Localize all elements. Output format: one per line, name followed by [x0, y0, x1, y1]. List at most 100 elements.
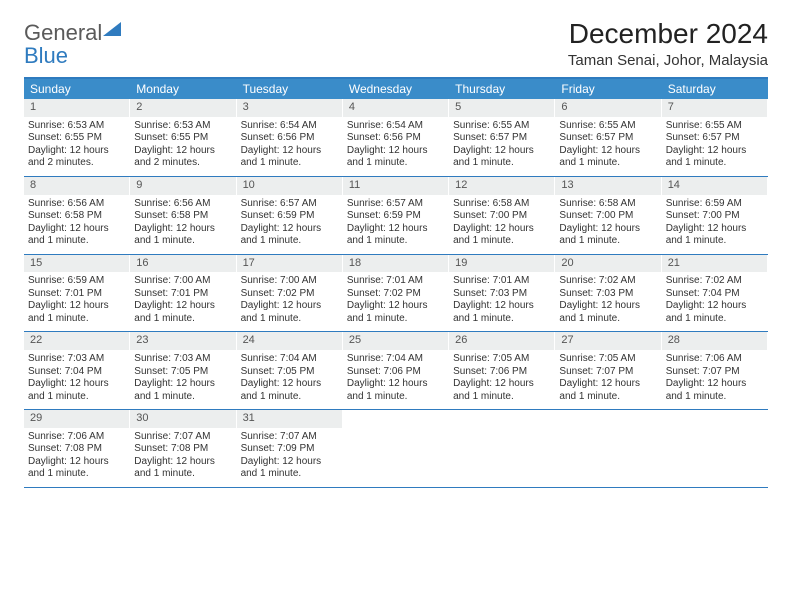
- sunrise-text: Sunrise: 6:54 AM: [241, 120, 338, 133]
- day-cell: 20Sunrise: 7:02 AMSunset: 7:03 PMDayligh…: [555, 255, 661, 332]
- logo-text-2: Blue: [24, 43, 68, 68]
- logo: General Blue: [24, 22, 121, 68]
- daylight-text: Daylight: 12 hours and 1 minute.: [241, 456, 338, 481]
- weekday-header: Sunday: [24, 79, 130, 99]
- sunset-text: Sunset: 7:04 PM: [666, 288, 763, 301]
- sunset-text: Sunset: 6:57 PM: [559, 132, 656, 145]
- daylight-text: Daylight: 12 hours and 2 minutes.: [28, 145, 125, 170]
- day-body: Sunrise: 6:56 AMSunset: 6:58 PMDaylight:…: [130, 195, 235, 254]
- daylight-text: Daylight: 12 hours and 1 minute.: [666, 223, 763, 248]
- day-number: 27: [555, 332, 660, 350]
- daylight-text: Daylight: 12 hours and 1 minute.: [241, 378, 338, 403]
- header: General Blue December 2024 Taman Senai, …: [24, 18, 768, 69]
- sunrise-text: Sunrise: 7:02 AM: [559, 275, 656, 288]
- day-cell: 28Sunrise: 7:06 AMSunset: 7:07 PMDayligh…: [662, 332, 768, 409]
- daylight-text: Daylight: 12 hours and 1 minute.: [241, 223, 338, 248]
- day-number: 22: [24, 332, 129, 350]
- daylight-text: Daylight: 12 hours and 1 minute.: [28, 300, 125, 325]
- daylight-text: Daylight: 12 hours and 1 minute.: [453, 145, 550, 170]
- sunset-text: Sunset: 6:56 PM: [241, 132, 338, 145]
- logo-text-1: General: [24, 20, 102, 45]
- month-title: December 2024: [568, 18, 768, 50]
- day-cell: 31Sunrise: 7:07 AMSunset: 7:09 PMDayligh…: [237, 410, 343, 487]
- day-number: 4: [343, 99, 448, 117]
- day-cell: 10Sunrise: 6:57 AMSunset: 6:59 PMDayligh…: [237, 177, 343, 254]
- day-cell: [555, 410, 661, 487]
- title-block: December 2024 Taman Senai, Johor, Malays…: [568, 18, 768, 69]
- day-cell: [662, 410, 768, 487]
- daylight-text: Daylight: 12 hours and 1 minute.: [134, 378, 231, 403]
- sunrise-text: Sunrise: 7:05 AM: [559, 353, 656, 366]
- daylight-text: Daylight: 12 hours and 1 minute.: [347, 300, 444, 325]
- sunrise-text: Sunrise: 6:53 AM: [28, 120, 125, 133]
- daylight-text: Daylight: 12 hours and 1 minute.: [559, 145, 656, 170]
- week-row: 1Sunrise: 6:53 AMSunset: 6:55 PMDaylight…: [24, 99, 768, 177]
- sunset-text: Sunset: 7:09 PM: [241, 443, 338, 456]
- day-body: Sunrise: 6:53 AMSunset: 6:55 PMDaylight:…: [24, 117, 129, 176]
- day-cell: 12Sunrise: 6:58 AMSunset: 7:00 PMDayligh…: [449, 177, 555, 254]
- sunset-text: Sunset: 7:03 PM: [559, 288, 656, 301]
- day-body: Sunrise: 6:54 AMSunset: 6:56 PMDaylight:…: [237, 117, 342, 176]
- day-number: 14: [662, 177, 767, 195]
- day-number: 6: [555, 99, 660, 117]
- day-cell: 23Sunrise: 7:03 AMSunset: 7:05 PMDayligh…: [130, 332, 236, 409]
- day-cell: 29Sunrise: 7:06 AMSunset: 7:08 PMDayligh…: [24, 410, 130, 487]
- sunrise-text: Sunrise: 6:56 AM: [28, 198, 125, 211]
- day-cell: 24Sunrise: 7:04 AMSunset: 7:05 PMDayligh…: [237, 332, 343, 409]
- sunset-text: Sunset: 7:07 PM: [559, 366, 656, 379]
- day-body: Sunrise: 6:53 AMSunset: 6:55 PMDaylight:…: [130, 117, 235, 176]
- day-cell: 11Sunrise: 6:57 AMSunset: 6:59 PMDayligh…: [343, 177, 449, 254]
- sunset-text: Sunset: 7:01 PM: [134, 288, 231, 301]
- daylight-text: Daylight: 12 hours and 2 minutes.: [134, 145, 231, 170]
- day-body: Sunrise: 6:54 AMSunset: 6:56 PMDaylight:…: [343, 117, 448, 176]
- sunrise-text: Sunrise: 7:04 AM: [347, 353, 444, 366]
- day-cell: 8Sunrise: 6:56 AMSunset: 6:58 PMDaylight…: [24, 177, 130, 254]
- day-number: 21: [662, 255, 767, 273]
- day-body: Sunrise: 7:05 AMSunset: 7:07 PMDaylight:…: [555, 350, 660, 409]
- daylight-text: Daylight: 12 hours and 1 minute.: [28, 223, 125, 248]
- sunset-text: Sunset: 7:01 PM: [28, 288, 125, 301]
- calendar-page: General Blue December 2024 Taman Senai, …: [0, 0, 792, 506]
- day-cell: 15Sunrise: 6:59 AMSunset: 7:01 PMDayligh…: [24, 255, 130, 332]
- sunrise-text: Sunrise: 7:06 AM: [28, 431, 125, 444]
- day-number: 26: [449, 332, 554, 350]
- sunset-text: Sunset: 6:56 PM: [347, 132, 444, 145]
- weekday-header: Saturday: [662, 79, 768, 99]
- week-row: 15Sunrise: 6:59 AMSunset: 7:01 PMDayligh…: [24, 255, 768, 333]
- sunrise-text: Sunrise: 7:01 AM: [453, 275, 550, 288]
- day-body: Sunrise: 6:58 AMSunset: 7:00 PMDaylight:…: [449, 195, 554, 254]
- daylight-text: Daylight: 12 hours and 1 minute.: [347, 145, 444, 170]
- daylight-text: Daylight: 12 hours and 1 minute.: [666, 378, 763, 403]
- daylight-text: Daylight: 12 hours and 1 minute.: [559, 300, 656, 325]
- sunrise-text: Sunrise: 7:05 AM: [453, 353, 550, 366]
- day-number: 23: [130, 332, 235, 350]
- day-body: Sunrise: 6:56 AMSunset: 6:58 PMDaylight:…: [24, 195, 129, 254]
- daylight-text: Daylight: 12 hours and 1 minute.: [134, 300, 231, 325]
- daylight-text: Daylight: 12 hours and 1 minute.: [241, 300, 338, 325]
- sunset-text: Sunset: 7:08 PM: [28, 443, 125, 456]
- sunset-text: Sunset: 7:04 PM: [28, 366, 125, 379]
- day-number: 16: [130, 255, 235, 273]
- daylight-text: Daylight: 12 hours and 1 minute.: [559, 223, 656, 248]
- sunrise-text: Sunrise: 7:00 AM: [134, 275, 231, 288]
- sunset-text: Sunset: 7:00 PM: [453, 210, 550, 223]
- day-cell: [449, 410, 555, 487]
- day-cell: 7Sunrise: 6:55 AMSunset: 6:57 PMDaylight…: [662, 99, 768, 176]
- sunset-text: Sunset: 6:57 PM: [666, 132, 763, 145]
- sunrise-text: Sunrise: 7:02 AM: [666, 275, 763, 288]
- sunrise-text: Sunrise: 6:59 AM: [666, 198, 763, 211]
- day-body: Sunrise: 6:55 AMSunset: 6:57 PMDaylight:…: [449, 117, 554, 176]
- day-body: Sunrise: 7:04 AMSunset: 7:06 PMDaylight:…: [343, 350, 448, 409]
- daylight-text: Daylight: 12 hours and 1 minute.: [453, 300, 550, 325]
- day-body: Sunrise: 6:58 AMSunset: 7:00 PMDaylight:…: [555, 195, 660, 254]
- sunrise-text: Sunrise: 6:53 AM: [134, 120, 231, 133]
- weekday-header: Wednesday: [343, 79, 449, 99]
- day-number: 28: [662, 332, 767, 350]
- day-number: 5: [449, 99, 554, 117]
- day-cell: 25Sunrise: 7:04 AMSunset: 7:06 PMDayligh…: [343, 332, 449, 409]
- daylight-text: Daylight: 12 hours and 1 minute.: [559, 378, 656, 403]
- week-row: 29Sunrise: 7:06 AMSunset: 7:08 PMDayligh…: [24, 410, 768, 488]
- day-cell: 16 Sunrise: 7:00 AMSunset: 7:01 PMDayligh…: [130, 255, 236, 332]
- day-body: Sunrise: 7:06 AMSunset: 7:08 PMDaylight:…: [24, 428, 129, 487]
- sunrise-text: Sunrise: 7:07 AM: [241, 431, 338, 444]
